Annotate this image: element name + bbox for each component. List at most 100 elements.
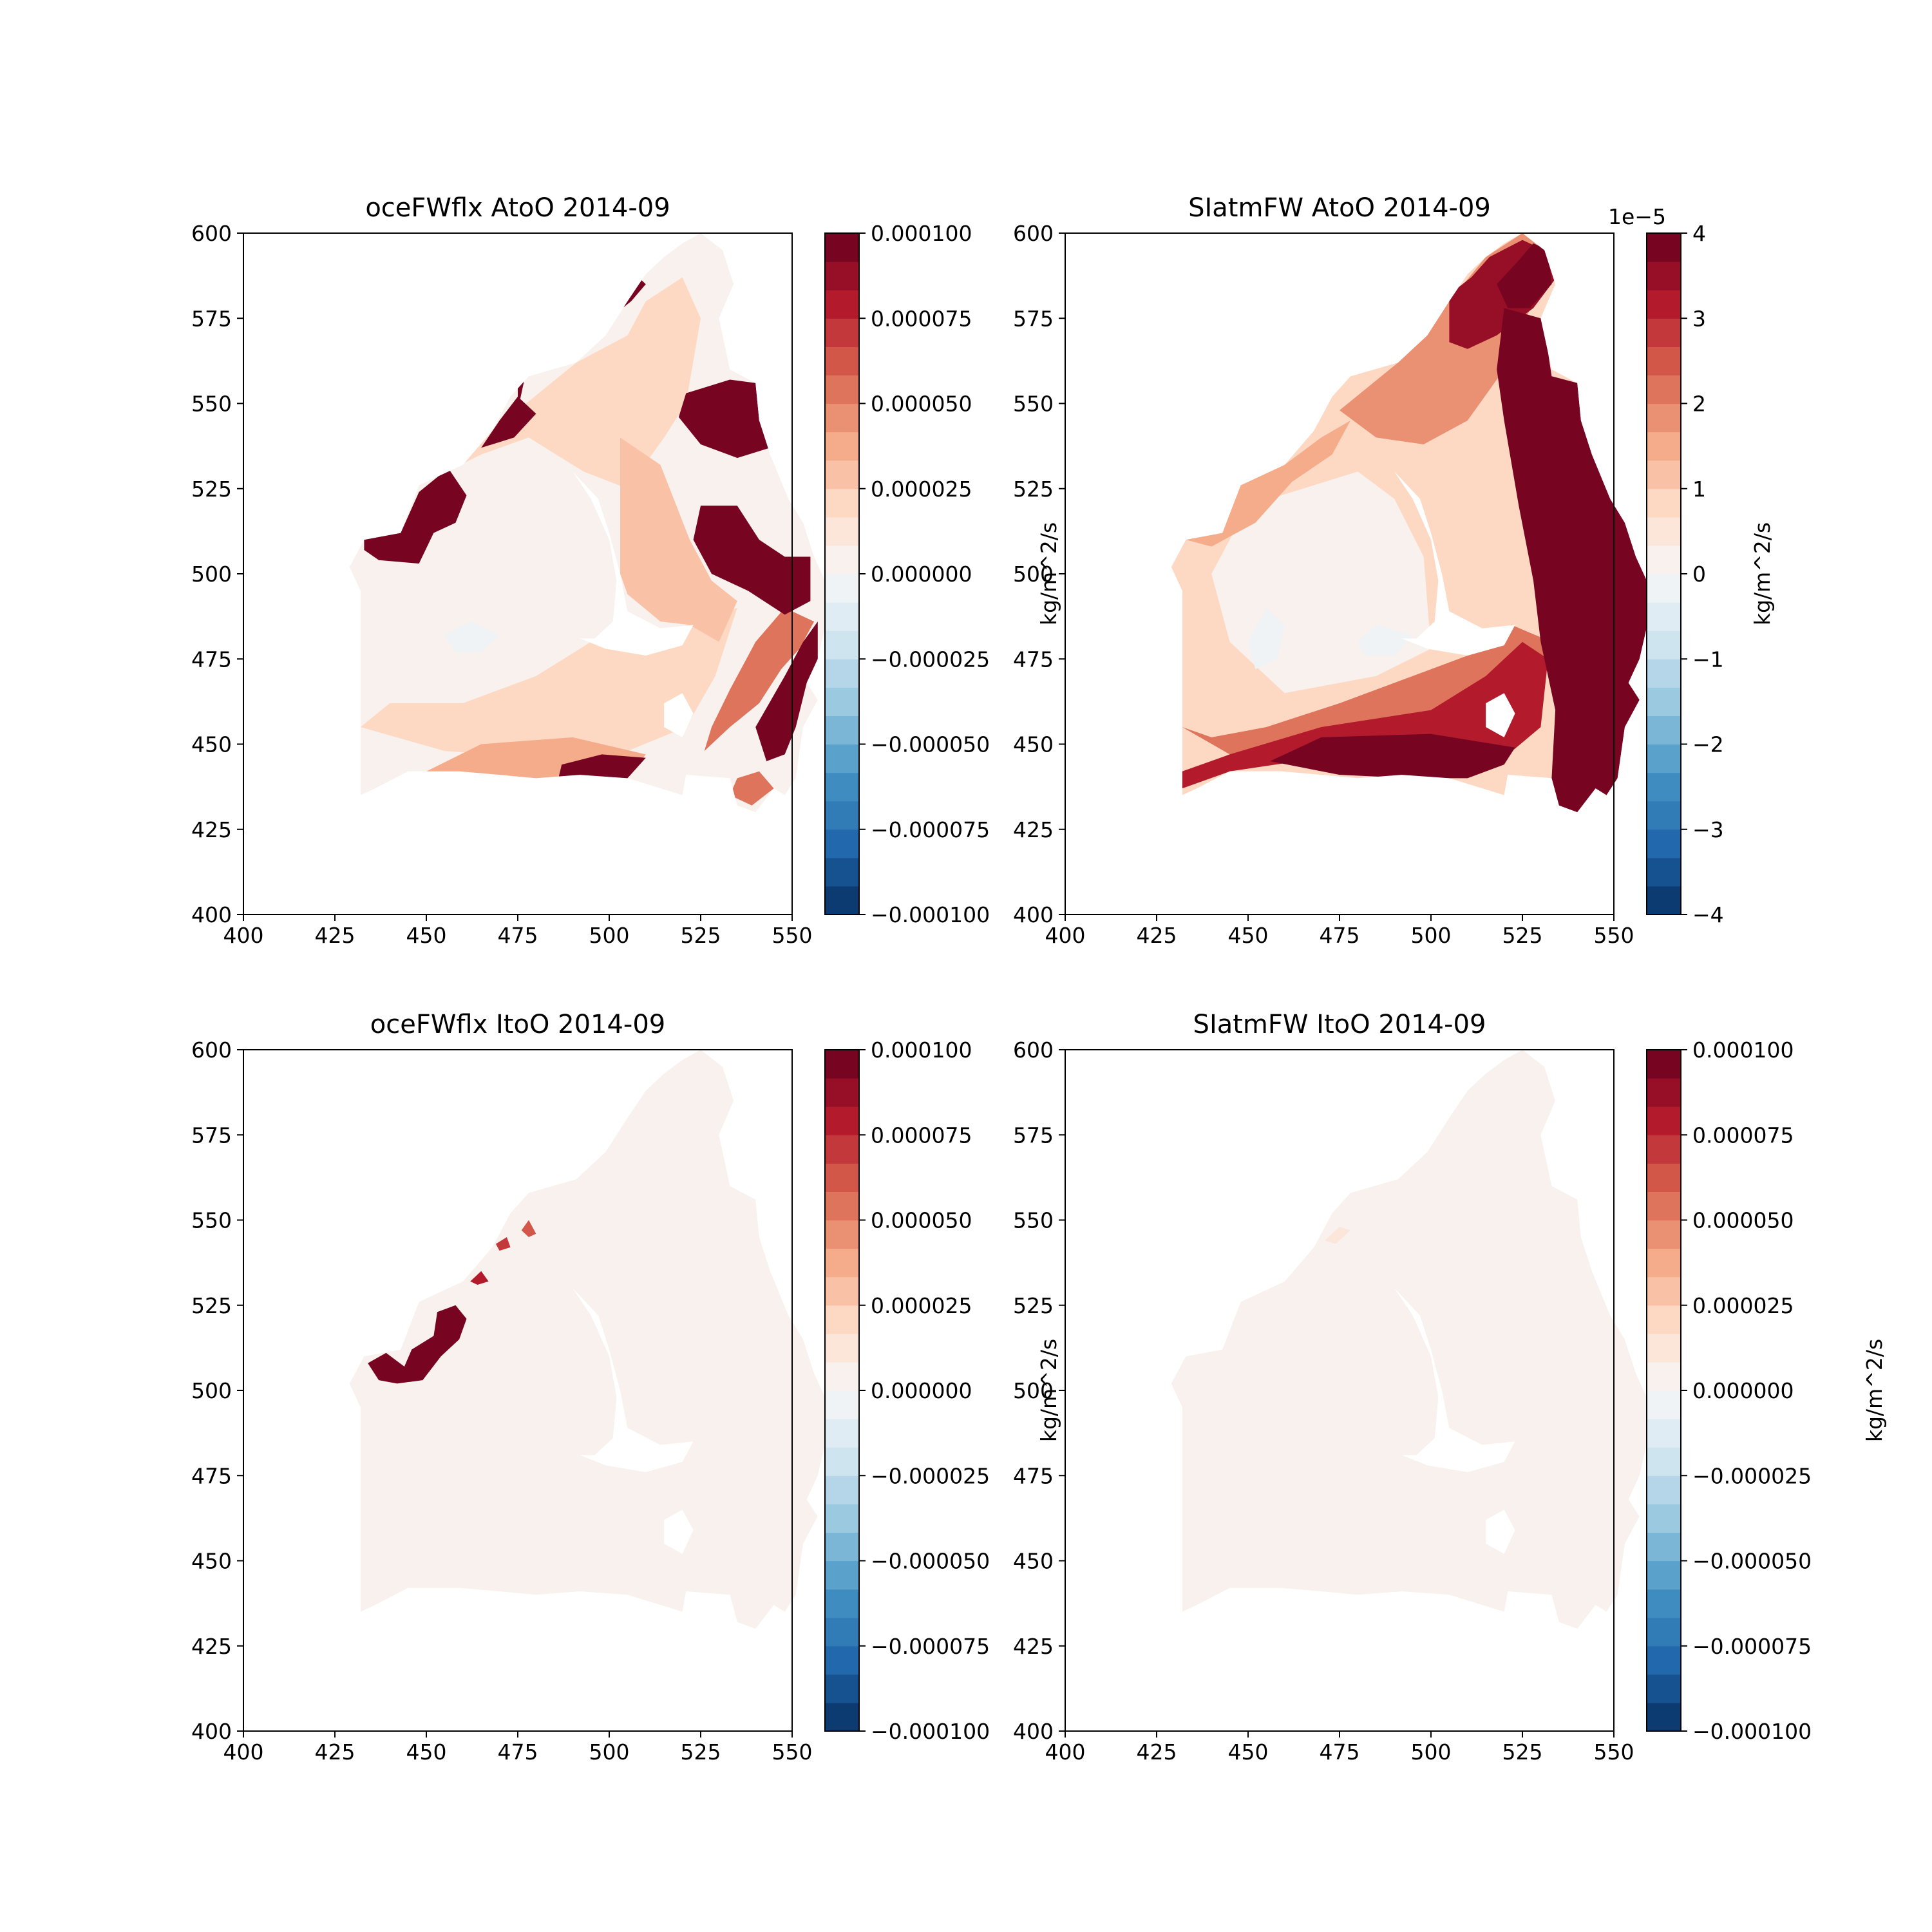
colorbar-level [825, 574, 859, 603]
heatmap-cell-region [1186, 421, 1350, 547]
x-tick-label: 525 [1502, 1739, 1543, 1765]
colorbar-level [1647, 233, 1681, 262]
colorbar-tick-label: −0.000100 [1692, 1719, 1812, 1744]
colorbar-tick-label: −0.000050 [1692, 1549, 1812, 1574]
y-tick-label: 600 [191, 1037, 232, 1063]
colorbar-level [825, 1447, 859, 1476]
colorbar-level [825, 715, 859, 745]
x-tick-label: 450 [406, 1739, 447, 1765]
colorbar-tick-label: 0.000100 [871, 1037, 972, 1063]
colorbar-level [1647, 772, 1681, 802]
heatmap-cell-region [1358, 625, 1413, 656]
masked-region [573, 1288, 694, 1472]
y-tick-label: 575 [1013, 1122, 1054, 1148]
colorbar-level [1647, 1361, 1681, 1391]
colorbar-level [825, 403, 859, 433]
colorbar-level [1647, 857, 1681, 887]
colorbar-level [1647, 1163, 1681, 1193]
colorbar-level [825, 857, 859, 887]
x-tick-label: 525 [681, 923, 721, 948]
y-tick-label: 475 [1013, 647, 1054, 672]
colorbar-level [1647, 800, 1681, 830]
colorbar-level [1647, 1589, 1681, 1618]
y-tick-label: 550 [191, 392, 232, 417]
colorbar-level [1647, 403, 1681, 433]
colorbar-level [825, 1617, 859, 1647]
colorbar-tick-label: 0.000100 [1692, 1037, 1794, 1063]
x-tick-label: 400 [223, 923, 264, 948]
chart-title: oceFWflx AtoO 2014-09 [365, 193, 670, 223]
colorbar-level [825, 1674, 859, 1703]
colorbar-level [825, 431, 859, 461]
heatmap-cell-region [693, 506, 811, 615]
colorbar-label: kg/m^2/s [1036, 1339, 1061, 1442]
x-tick-label: 450 [1228, 1739, 1269, 1765]
heatmap-cell-region [444, 621, 500, 652]
heatmap-field [1171, 1050, 1651, 1629]
heatmap-cell-region [1189, 1312, 1285, 1381]
colorbar-level [1647, 545, 1681, 574]
colorbar-level [1647, 1305, 1681, 1334]
colorbar-level [825, 488, 859, 518]
colorbar-level [1647, 1390, 1681, 1419]
heatmap-cell-region [704, 607, 815, 752]
x-tick-label: 500 [589, 1739, 630, 1765]
colorbar-level [825, 1532, 859, 1562]
heatmap-cell-region [470, 1271, 489, 1285]
colorbar-level [825, 1702, 859, 1732]
y-tick-label: 500 [191, 562, 232, 587]
y-tick-label: 500 [1013, 562, 1054, 587]
panel-2: 400 425 450 475 500 525 550 400 425 450 475 500 525 6… [1013, 193, 1775, 948]
colorbar-level [825, 1191, 859, 1221]
colorbar-level [825, 346, 859, 376]
heatmap-cell-region [620, 437, 737, 642]
colorbar-level [825, 1305, 859, 1334]
heatmap-cell-region [364, 468, 467, 564]
colorbar-level [825, 460, 859, 489]
colorbar-level [1647, 516, 1681, 546]
y-tick-label: 475 [191, 647, 232, 672]
heatmap-cell-region [1270, 734, 1515, 779]
heatmap-cell-region [1379, 1121, 1431, 1146]
colorbar-level [825, 1106, 859, 1135]
chart-title: SIatmFW AtoO 2014-09 [1188, 193, 1491, 223]
x-tick-label: 450 [406, 923, 447, 948]
colorbar: 0.000100 0.000075 0.000050 0.000025 0.000000… [824, 221, 1061, 927]
colorbar-level [1647, 460, 1681, 489]
colorbar-level [1647, 659, 1681, 688]
colorbar-tick-label: 0.000100 [871, 221, 972, 246]
colorbar-level [1647, 318, 1681, 347]
colorbar-level [1647, 744, 1681, 773]
y-tick-label: 600 [191, 221, 232, 246]
colorbar-tick-label: −0.000025 [1692, 1463, 1812, 1488]
heatmap-cell-region [349, 1050, 829, 1629]
colorbar-tick-label: 0.000075 [871, 306, 972, 331]
heatmap-cell-region [360, 607, 737, 758]
x-tick-label: 400 [223, 1739, 264, 1765]
y-tick-label: 550 [191, 1208, 232, 1233]
x-tick-label: 500 [589, 923, 630, 948]
heatmap-cell-region [1171, 1050, 1651, 1629]
colorbar-level [1647, 375, 1681, 404]
colorbar-level [825, 886, 859, 915]
colorbar-tick-label: 0.000075 [1692, 1122, 1794, 1148]
masked-region [1394, 1288, 1515, 1472]
colorbar-label: kg/m^2/s [1036, 522, 1061, 625]
panel-4: 400 425 450 475 500 525 550 400 425 450 475 500 525 6… [1013, 1010, 1887, 1765]
x-tick-label: 400 [1045, 923, 1086, 948]
colorbar-tick-label: 0.000025 [1692, 1293, 1794, 1318]
colorbar-level [825, 1333, 859, 1363]
x-tick-label: 525 [681, 1739, 721, 1765]
x-tick-label: 450 [1228, 923, 1269, 948]
colorbar-level [825, 1390, 859, 1419]
colorbar-level [1647, 1220, 1681, 1249]
colorbar-level [1647, 1276, 1681, 1306]
heatmap-cell-region [521, 1220, 536, 1237]
y-tick-label: 450 [1013, 1549, 1054, 1574]
y-tick-label: 600 [1013, 221, 1054, 246]
colorbar-level [1647, 488, 1681, 518]
y-tick-label: 475 [1013, 1463, 1054, 1488]
colorbar-level [1647, 1617, 1681, 1647]
colorbar-level [825, 1560, 859, 1590]
colorbar-tick-label: 3 [1692, 306, 1706, 331]
